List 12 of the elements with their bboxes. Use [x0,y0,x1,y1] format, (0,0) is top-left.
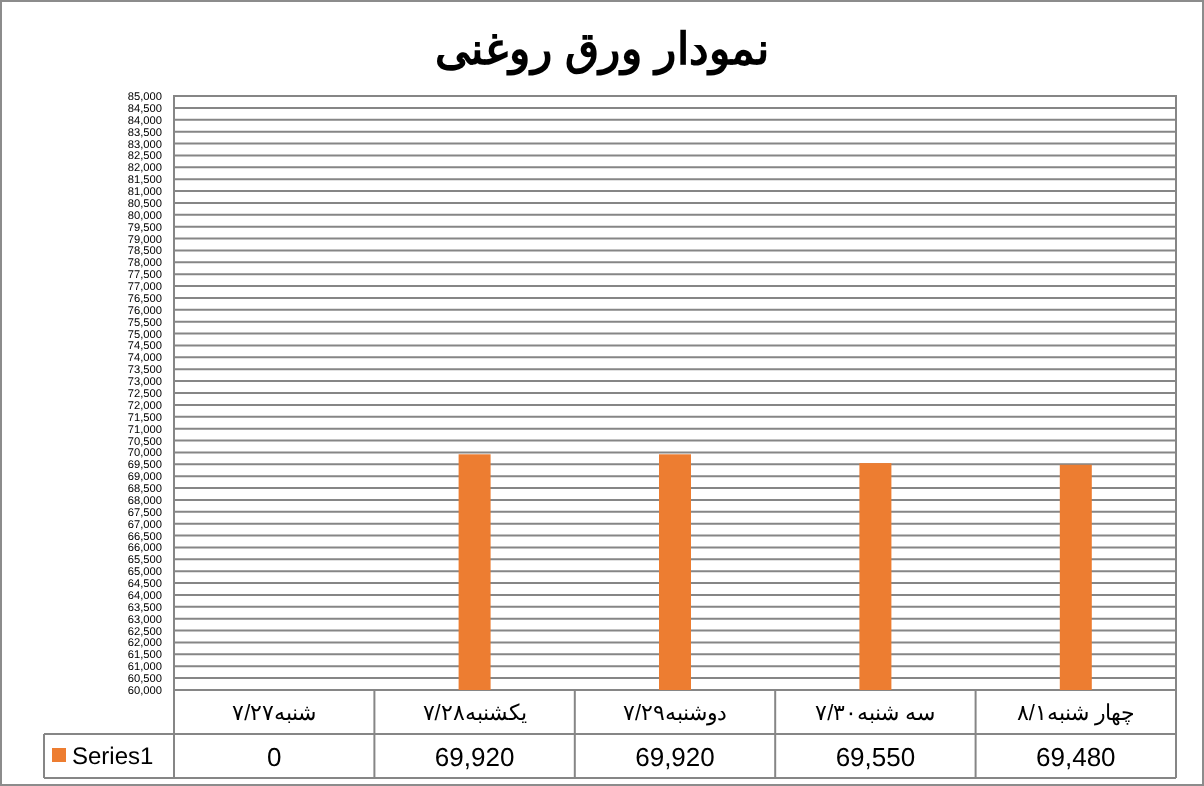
data-label: 69,550 [835,742,916,772]
data-label: 69,480 [1036,742,1116,772]
data-label: 69,920 [635,742,715,772]
x-tick-label: دوشنبه۷/۲۹ [622,702,728,726]
text: 0 [266,742,282,772]
x-tick-label: شنبه۷/۲۷ [232,702,317,726]
data-label: 69,920 [434,742,515,772]
chart-title: نمودار ورق روغنی [434,24,770,76]
legend-label: Series1 [72,742,155,770]
x-tick-label: سه شنبه۷/۳۰ [815,702,936,726]
x-tick-label: یکشنبه۷/۲۸ [422,702,527,726]
x-tick-label: چهار شنبه۸/۱ [1016,702,1135,726]
